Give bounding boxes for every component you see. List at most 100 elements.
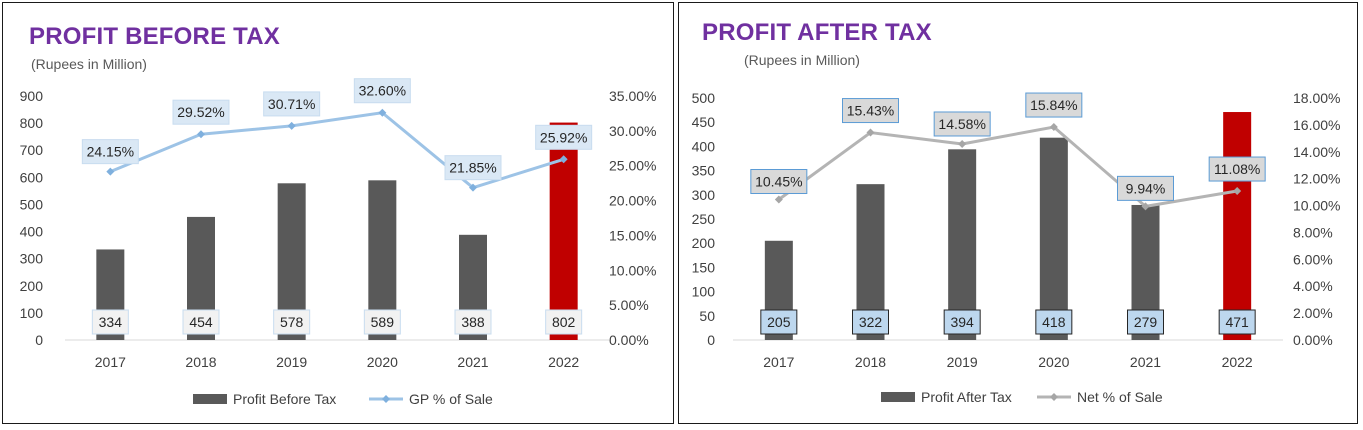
line-value-label: 29.52% <box>177 104 224 120</box>
y2-tick-label: 15.00% <box>609 227 656 243</box>
x-tick-label: 2022 <box>1222 354 1253 370</box>
bar-value-label-box <box>182 309 220 335</box>
line-point-marker <box>287 121 296 130</box>
line-value-label-box <box>81 139 139 165</box>
bar-value-label-box <box>1127 309 1164 335</box>
y-tick-label: 0 <box>707 332 715 348</box>
line-value-label-box <box>750 169 808 195</box>
bar-value-label-box <box>1218 309 1256 335</box>
bar-value-label: 334 <box>99 314 123 330</box>
line-series <box>109 111 565 190</box>
profit-after-tax-chart: 0 50 100 150 200 250 300 350 400 450 500 0.00% 2.00%… <box>692 90 1341 405</box>
y2-tick-label: 0.00% <box>1293 332 1333 348</box>
line-point-marker <box>958 139 967 148</box>
x-tick-label: 2021 <box>1130 354 1161 370</box>
line-value-label-box <box>1117 175 1174 201</box>
line-value-label-box <box>842 98 899 124</box>
bar-value-label: 388 <box>461 314 485 330</box>
y2-tick-label: 8.00% <box>1293 224 1333 240</box>
chart-panel-profit-before-tax: PROFIT BEFORE TAX (Rupees in Million) 0 1… <box>2 2 674 424</box>
y-tick-label: 450 <box>692 114 716 130</box>
line-value-label-box <box>444 155 502 181</box>
y-tick-label: 300 <box>692 187 716 203</box>
y-tick-label: 250 <box>692 211 716 227</box>
y2-tick-label: 16.00% <box>1293 117 1340 133</box>
y-tick-label: 400 <box>20 224 44 240</box>
line-point-marker <box>1141 202 1150 211</box>
bar-value-label-box <box>91 309 129 335</box>
line-value-label: 25.92% <box>540 129 587 145</box>
y2-tick-label: 14.00% <box>1293 144 1340 160</box>
y2-tick-label: 35.00% <box>609 88 656 104</box>
legend-swatch-bar <box>193 394 227 404</box>
bar-value-label: 802 <box>552 314 576 330</box>
y2-tick-label: 6.00% <box>1293 251 1333 267</box>
y-tick-label: 50 <box>699 308 715 324</box>
x-tick-label: 2022 <box>548 354 579 370</box>
chart-subtitle: (Rupees in Million) <box>31 56 147 72</box>
profit-before-tax-chart: 0 100 200 300 400 500 600 700 800 900 0.00% 5.00% 10… <box>20 78 656 407</box>
y-tick-label: 800 <box>20 115 44 131</box>
chart-subtitle: (Rupees in Million) <box>744 52 860 68</box>
line-point-marker <box>378 108 387 117</box>
y2-tick-label: 18.00% <box>1293 90 1340 106</box>
line-point-marker <box>106 167 115 176</box>
y-tick-label: 400 <box>692 138 716 154</box>
y-tick-label: 600 <box>20 169 44 185</box>
bar-value-label-box <box>363 309 401 335</box>
y-tick-label: 200 <box>692 235 716 251</box>
line-value-label: 10.45% <box>755 174 802 190</box>
bar-value-label-box <box>852 309 889 335</box>
y2-tick-label: 10.00% <box>1293 198 1340 214</box>
y-tick-label: 100 <box>692 284 716 300</box>
legend-label: Profit After Tax <box>921 389 1012 405</box>
y2-tick-label: 4.00% <box>1293 278 1333 294</box>
bar-value-label: 322 <box>859 314 883 330</box>
y2-tick-label: 30.00% <box>609 123 656 139</box>
y-tick-label: 500 <box>692 90 716 106</box>
legend-label: Profit Before Tax <box>233 391 336 407</box>
bar-value-label-box <box>273 309 311 335</box>
line-value-label: 21.85% <box>449 160 496 176</box>
y-tick-label: 150 <box>692 259 716 275</box>
legend-swatch-marker <box>1050 393 1058 401</box>
y2-tick-label: 0.00% <box>609 332 649 348</box>
bar <box>948 149 977 340</box>
line-value-label-box <box>353 78 411 104</box>
line-point-marker <box>469 183 477 192</box>
line-point-marker <box>1233 187 1242 196</box>
bar-value-label-box <box>454 309 492 335</box>
y-tick-label: 200 <box>20 278 44 294</box>
line-value-label: 9.94% <box>1126 180 1166 196</box>
bar-value-label: 589 <box>371 314 395 330</box>
line-point-marker <box>559 155 568 164</box>
line-value-label-box <box>1025 92 1083 118</box>
line-series <box>777 125 1238 208</box>
y-tick-label: 500 <box>20 196 44 212</box>
legend-label: Net % of Sale <box>1077 389 1163 405</box>
bar-value-label-box <box>943 309 981 335</box>
chart-title: PROFIT BEFORE TAX <box>29 23 280 50</box>
line-value-label-box <box>263 91 321 117</box>
y-tick-label: 700 <box>20 142 44 158</box>
y2-tick-label: 5.00% <box>609 297 649 313</box>
bar-value-label-box <box>545 309 583 335</box>
line-value-label: 15.43% <box>847 103 894 119</box>
bar-value-label: 418 <box>1042 314 1066 330</box>
line-point-marker <box>1049 123 1058 132</box>
line-value-label: 11.08% <box>1214 161 1260 177</box>
y-tick-label: 0 <box>35 332 43 348</box>
line-value-label-box <box>535 124 593 150</box>
line-value-label: 24.15% <box>87 144 134 160</box>
x-tick-label: 2019 <box>947 354 978 370</box>
bar-value-label: 279 <box>1134 314 1158 330</box>
x-tick-label: 2017 <box>763 354 794 370</box>
bar <box>1039 137 1068 340</box>
line-value-label-box <box>1208 156 1266 182</box>
x-tick-label: 2018 <box>855 354 886 370</box>
line-point-marker <box>774 195 783 204</box>
bar-value-label: 454 <box>189 314 213 330</box>
legend-swatch-bar <box>881 392 915 402</box>
bar-value-label-box <box>1035 309 1073 335</box>
x-tick-label: 2020 <box>1038 354 1069 370</box>
